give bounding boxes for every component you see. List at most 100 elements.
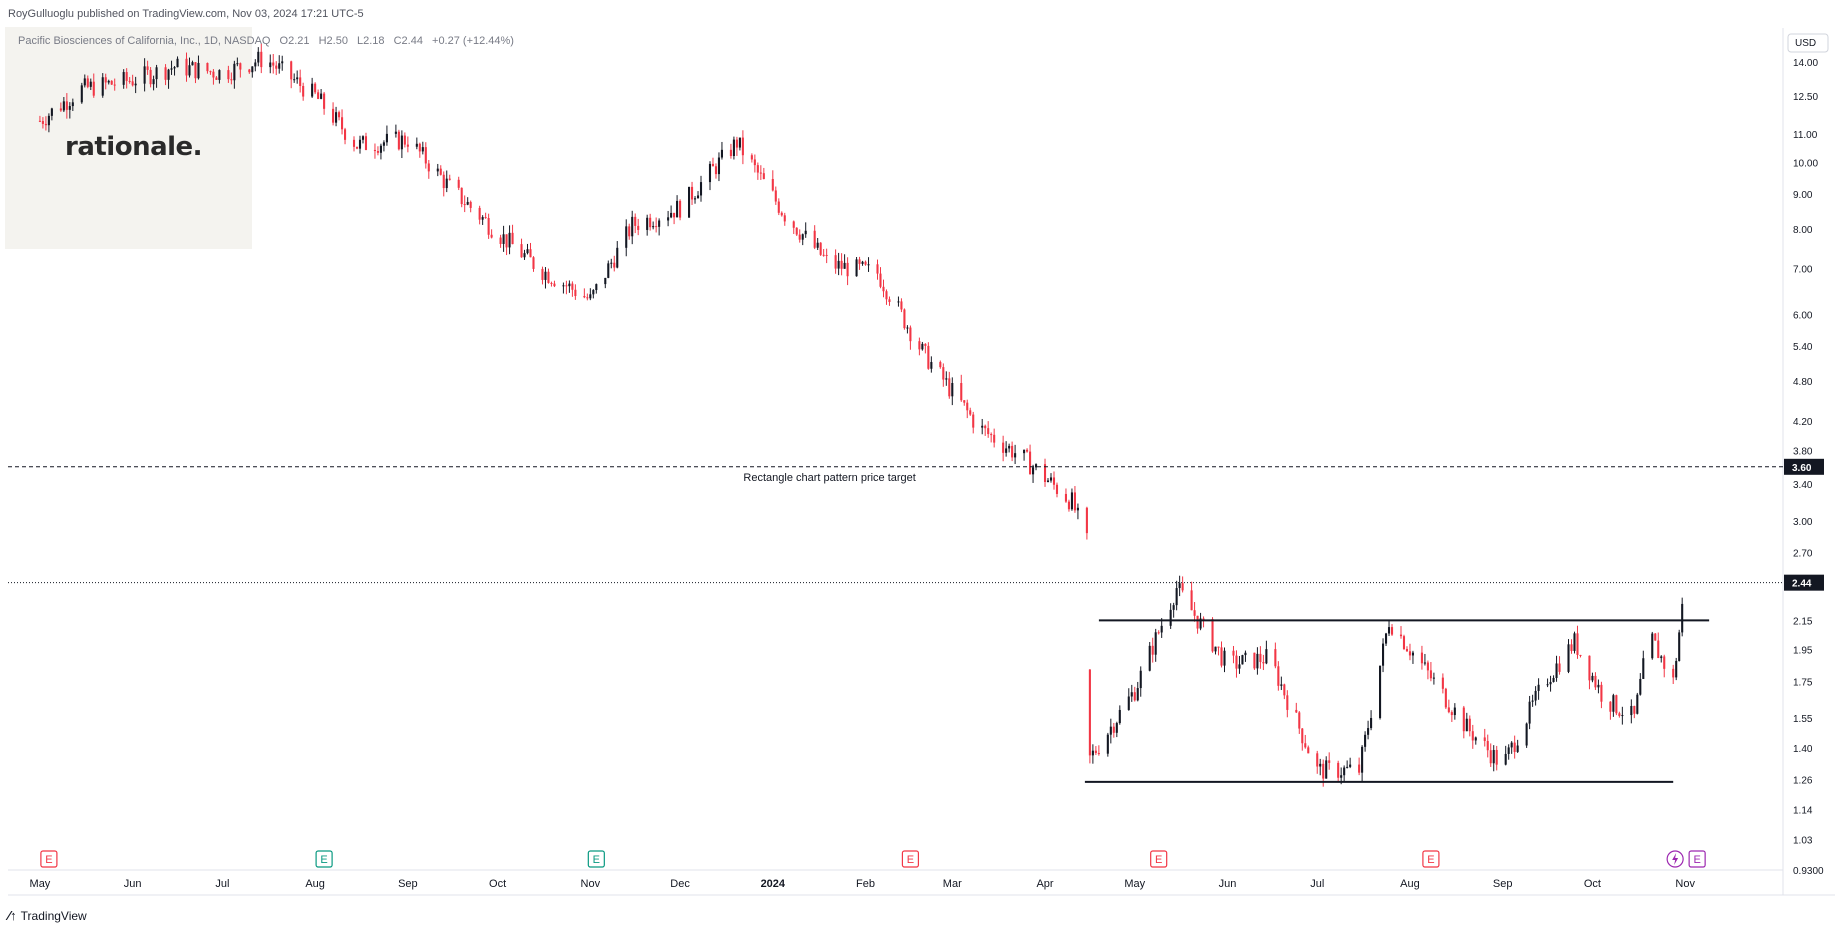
candle-body[interactable] [541,268,544,280]
candle-body[interactable] [484,217,487,219]
candle-body[interactable] [1447,707,1450,713]
candle-body[interactable] [885,291,888,300]
candle-body[interactable] [1316,753,1319,767]
candle-body[interactable] [1465,718,1468,732]
candle-body[interactable] [759,172,762,174]
candle-body[interactable] [290,61,293,80]
candle-body[interactable] [191,62,194,66]
candle-body[interactable] [667,217,670,221]
candle-body[interactable] [1139,670,1142,689]
candle-body[interactable] [951,383,954,397]
candle-body[interactable] [729,149,732,157]
candle-body[interactable] [984,425,987,429]
candle-body[interactable] [152,79,155,85]
candle-body[interactable] [218,70,221,80]
candle-body[interactable] [296,77,299,80]
candle-body[interactable] [792,221,795,228]
candle-body[interactable] [272,62,275,66]
candle-body[interactable] [1549,681,1552,685]
candle-body[interactable] [909,327,912,342]
candle-body[interactable] [1130,692,1133,697]
candle-body[interactable] [1537,684,1540,691]
candle-body[interactable] [783,215,786,222]
earnings-marker[interactable] [1688,850,1706,868]
candle-body[interactable] [589,294,592,299]
candle-body[interactable] [382,142,385,146]
candle-body[interactable] [478,207,481,220]
candle-body[interactable] [1426,662,1429,671]
candle-body[interactable] [699,182,703,196]
candle-body[interactable] [777,201,780,213]
candle-body[interactable] [170,68,173,70]
candle-body[interactable] [900,301,903,310]
candle-body[interactable] [837,260,840,269]
candle-body[interactable] [1238,664,1241,669]
candle-body[interactable] [888,299,891,302]
candle-body[interactable] [418,143,421,152]
candle-body[interactable] [1642,658,1645,679]
candle-body[interactable] [1178,583,1181,589]
candle-body[interactable] [352,139,356,147]
candle-body[interactable] [1591,675,1594,681]
candle-body[interactable] [131,81,134,86]
candle-body[interactable] [278,63,281,69]
candle-body[interactable] [966,402,969,411]
candle-body[interactable] [1453,707,1456,716]
candle-body[interactable] [741,137,744,156]
candle-body[interactable] [1663,656,1666,669]
candle-body[interactable] [206,62,209,72]
candle-body[interactable] [1005,448,1008,453]
candle-body[interactable] [801,234,804,240]
candle-body[interactable] [185,58,188,76]
candle-body[interactable] [717,157,721,175]
candle-body[interactable] [843,262,846,269]
candle-body[interactable] [1615,695,1618,714]
candle-body[interactable] [251,66,254,73]
candle-body[interactable] [59,108,62,111]
candle-body[interactable] [445,178,448,189]
candle-body[interactable] [693,198,697,200]
candle-body[interactable] [194,62,197,79]
candle-body[interactable] [774,190,777,202]
candle-body[interactable] [1034,464,1038,468]
candle-body[interactable] [1169,609,1172,626]
candle-body[interactable] [846,262,849,277]
candle-body[interactable] [254,62,257,67]
candle-body[interactable] [442,174,445,189]
candle-body[interactable] [275,65,278,69]
candle-body[interactable] [1678,632,1681,661]
candle-body[interactable] [1612,695,1615,712]
candle-body[interactable] [1444,688,1447,708]
candle-body[interactable] [574,289,577,297]
candle-body[interactable] [1151,645,1154,655]
candle-body[interactable] [927,345,930,369]
candle-body[interactable] [502,234,505,244]
earnings-marker[interactable] [901,850,920,868]
candle-body[interactable] [236,63,239,65]
candle-body[interactable] [65,101,68,110]
candle-body[interactable] [1555,663,1558,678]
candle-body[interactable] [1675,660,1678,678]
candle-body[interactable] [1558,663,1561,672]
candle-body[interactable] [62,101,65,111]
candle-body[interactable] [1274,649,1277,667]
candle-body[interactable] [628,226,631,237]
symbol-legend[interactable]: Pacific Biosciences of California, Inc.,… [18,35,520,47]
candle-body[interactable] [834,255,837,269]
candle-body[interactable] [987,428,990,435]
candle-body[interactable] [293,79,296,81]
candle-body[interactable] [403,135,406,145]
candle-body[interactable] [604,277,607,285]
candle-body[interactable] [1657,640,1660,659]
candle-body[interactable] [1405,649,1409,652]
candle-body[interactable] [38,120,41,122]
candle-body[interactable] [762,173,765,179]
candle-body[interactable] [592,290,595,295]
candle-body[interactable] [1636,694,1639,714]
candle-body[interactable] [568,283,571,287]
candle-body[interactable] [167,69,170,80]
candle-body[interactable] [44,123,47,126]
candle-body[interactable] [269,62,272,68]
candle-body[interactable] [738,137,741,148]
candle-body[interactable] [906,327,909,329]
